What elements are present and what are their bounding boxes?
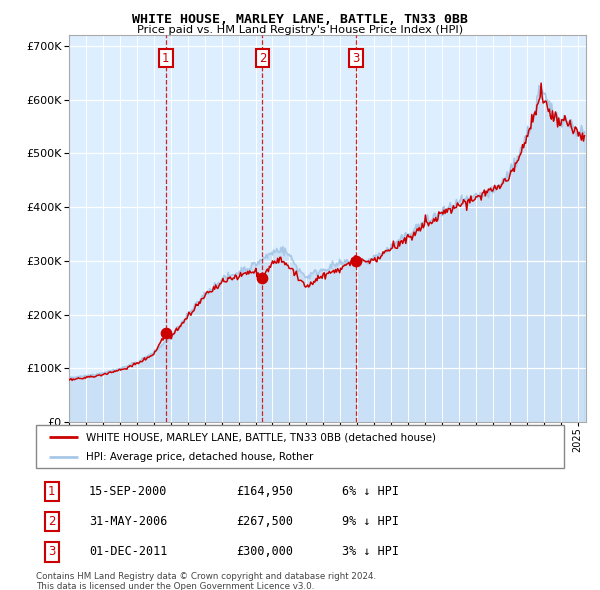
FancyBboxPatch shape (36, 425, 564, 468)
Text: 6% ↓ HPI: 6% ↓ HPI (342, 485, 399, 498)
Point (161, 329, 170, 338)
Text: WHITE HOUSE, MARLEY LANE, BATTLE, TN33 0BB (detached house): WHITE HOUSE, MARLEY LANE, BATTLE, TN33 0… (86, 432, 436, 442)
Text: £300,000: £300,000 (236, 545, 293, 558)
Text: 3% ↓ HPI: 3% ↓ HPI (342, 545, 399, 558)
Text: 1: 1 (48, 485, 56, 498)
Text: WHITE HOUSE, MARLEY LANE, BATTLE, TN33 0BB: WHITE HOUSE, MARLEY LANE, BATTLE, TN33 0… (132, 13, 468, 26)
Text: 2: 2 (259, 51, 266, 64)
Text: Contains HM Land Registry data © Crown copyright and database right 2024.: Contains HM Land Registry data © Crown c… (36, 572, 376, 581)
Point (351, 256, 361, 266)
Text: 15-SEP-2000: 15-SEP-2000 (89, 485, 167, 498)
Text: Price paid vs. HM Land Registry's House Price Index (HPI): Price paid vs. HM Land Registry's House … (137, 25, 463, 35)
Text: 1: 1 (162, 51, 170, 64)
Text: 01-DEC-2011: 01-DEC-2011 (89, 545, 167, 558)
Text: 3: 3 (48, 545, 56, 558)
Point (257, 274, 267, 283)
Text: £164,950: £164,950 (236, 485, 293, 498)
Text: This data is licensed under the Open Government Licence v3.0.: This data is licensed under the Open Gov… (36, 582, 314, 590)
Text: 31-MAY-2006: 31-MAY-2006 (89, 515, 167, 528)
Text: 3: 3 (352, 51, 359, 64)
Text: HPI: Average price, detached house, Rother: HPI: Average price, detached house, Roth… (86, 452, 314, 462)
Text: 9% ↓ HPI: 9% ↓ HPI (342, 515, 399, 528)
Text: 2: 2 (48, 515, 56, 528)
Text: £267,500: £267,500 (236, 515, 293, 528)
